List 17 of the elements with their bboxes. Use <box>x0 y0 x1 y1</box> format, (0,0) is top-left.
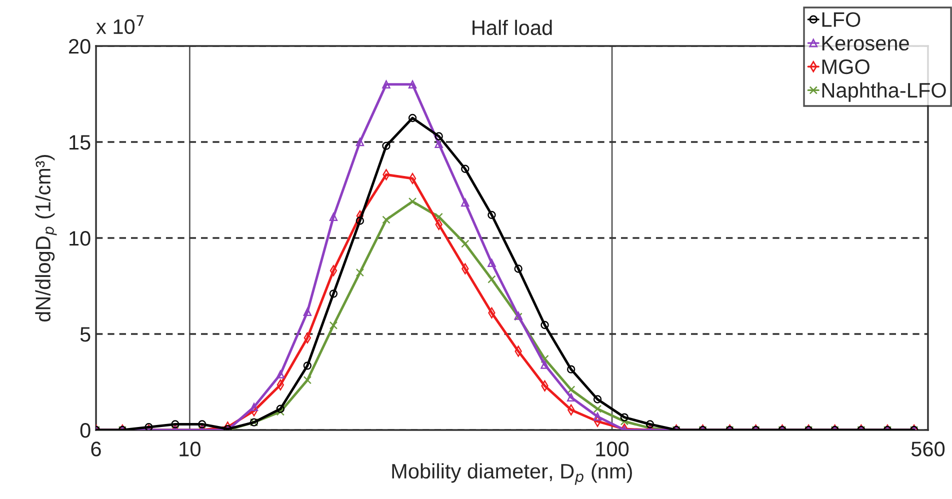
chart-title: Half load <box>472 20 552 36</box>
legend-label: LFO <box>822 12 860 27</box>
x-tick-label: 560 <box>911 442 945 456</box>
y-tick-label: 0 <box>80 423 90 438</box>
y-tick-label: 15 <box>70 135 90 150</box>
legend-label: MGO <box>822 59 870 74</box>
y-axis-title: dN/dlogD$_{p}$ (1/cm³) <box>35 155 57 322</box>
legend-label: Kerosene <box>822 36 909 51</box>
x-tick-label: 10 <box>180 442 200 456</box>
legend-label: Naphtha-LFO <box>822 82 946 102</box>
y-tick-label: 5 <box>80 327 90 342</box>
x-axis-title: Mobility diameter, D$_{p}$ (nm) <box>392 463 632 485</box>
text: x 10$^{7}$ <box>96 15 144 34</box>
x-tick-label: 100 <box>596 442 629 456</box>
x-tick-label: 6 <box>91 442 101 456</box>
y-tick-label: 20 <box>69 39 90 54</box>
y-tick-label: 10 <box>70 231 90 246</box>
